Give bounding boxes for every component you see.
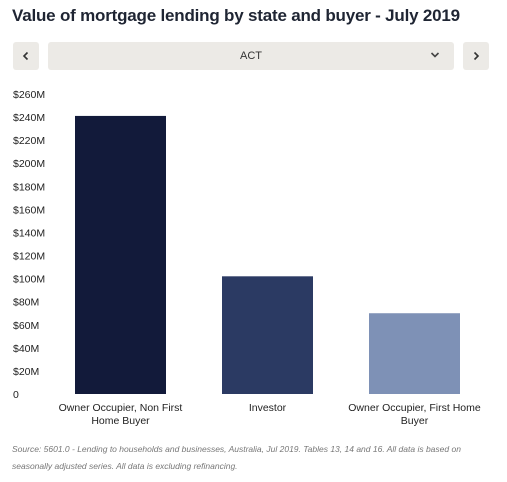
y-tick-label: $200M xyxy=(13,158,45,170)
bar-3[interactable] xyxy=(369,313,460,394)
chevron-down-icon xyxy=(430,52,440,58)
y-tick-label: 0 xyxy=(13,389,19,401)
state-select-value: ACT xyxy=(240,50,262,62)
chevron-left-icon xyxy=(22,51,29,61)
y-tick-label: $20M xyxy=(13,366,39,378)
y-tick-label: $60M xyxy=(13,320,39,332)
y-tick-label: $180M xyxy=(13,181,45,193)
y-tick-label: $40M xyxy=(13,343,39,355)
bar-2[interactable] xyxy=(222,276,313,394)
x-category-label: Owner Occupier, First Home xyxy=(348,402,481,414)
y-tick-label: $100M xyxy=(13,274,45,286)
y-tick-label: $160M xyxy=(13,204,45,216)
bar-chart: 0 $20M $40M $60M $80M $100M $120M $140M $160M $18… xyxy=(13,89,481,427)
next-state-button[interactable] xyxy=(463,42,489,70)
bar-1[interactable] xyxy=(75,115,166,394)
y-tick-label: $220M xyxy=(13,135,45,147)
previous-state-button[interactable] xyxy=(13,42,39,70)
chevron-right-icon xyxy=(473,51,480,61)
source-note: Source: 5601.0 - Lending to households a… xyxy=(12,444,461,471)
y-tick-label: $140M xyxy=(13,227,45,239)
y-tick-label: $260M xyxy=(13,89,45,101)
y-tick-label: $80M xyxy=(13,297,39,309)
x-category-label: Buyer xyxy=(401,415,429,427)
y-tick-label: $240M xyxy=(13,112,45,124)
x-category-label: Home Buyer xyxy=(91,415,150,427)
x-category-label: Investor xyxy=(249,402,287,414)
state-select[interactable]: ACT xyxy=(48,42,454,70)
x-category-label: Owner Occupier, Non First xyxy=(59,402,183,414)
y-tick-label: $120M xyxy=(13,251,45,263)
chart-title: Value of mortgage lending by state and b… xyxy=(12,6,460,25)
